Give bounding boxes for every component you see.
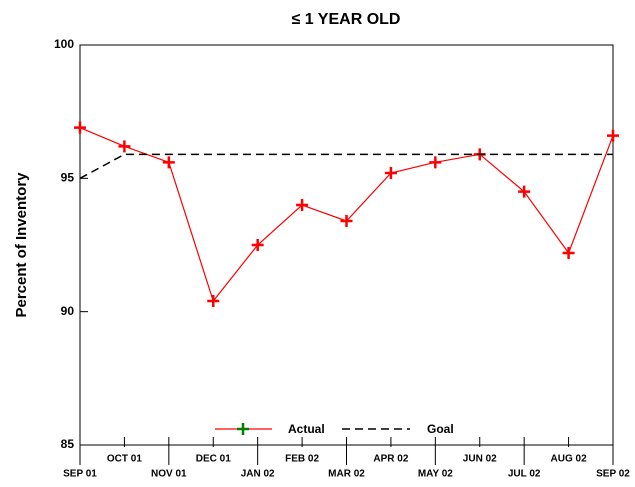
x-tick-label: JUN 02 <box>463 454 497 465</box>
y-tick-label: 100 <box>54 37 74 51</box>
x-tick-label: MAY 02 <box>418 469 453 480</box>
x-tick-label: JAN 02 <box>241 469 275 480</box>
x-tick-label: SEP 01 <box>63 469 97 480</box>
marker <box>74 121 86 134</box>
marker <box>518 185 531 198</box>
marker <box>340 215 353 227</box>
plot-frame <box>79 44 614 446</box>
y-tick-label: 90 <box>61 304 75 318</box>
chart-title: ≤ 1 YEAR OLD <box>292 11 401 28</box>
marker <box>562 247 575 259</box>
marker <box>296 199 309 211</box>
marker <box>118 140 131 153</box>
x-tick-label: AUG 02 <box>551 454 588 465</box>
y-tick-label: 95 <box>61 171 75 185</box>
x-tick-label: NOV 01 <box>151 469 187 480</box>
marker <box>251 239 264 251</box>
legend-marker <box>237 423 249 435</box>
x-tick-label: SEP 02 <box>596 469 630 480</box>
legend-label: Goal <box>427 422 454 436</box>
marker <box>607 129 619 142</box>
marker <box>207 295 220 307</box>
x-tick-label: MAR 02 <box>328 469 365 480</box>
x-tick-label: JUL 02 <box>508 469 541 480</box>
x-tick-label: OCT 01 <box>107 454 142 465</box>
legend-label: Actual <box>288 422 325 436</box>
x-tick-label: FEB 02 <box>285 454 319 465</box>
y-tick-label: 85 <box>61 437 75 451</box>
x-tick-label: APR 02 <box>373 454 408 465</box>
y-axis-label: Percent of Inventory <box>13 172 30 318</box>
x-tick-label: DEC 01 <box>196 454 231 465</box>
marker <box>429 156 442 169</box>
marker <box>162 156 175 169</box>
series-line <box>79 153 613 179</box>
marker <box>384 167 397 179</box>
